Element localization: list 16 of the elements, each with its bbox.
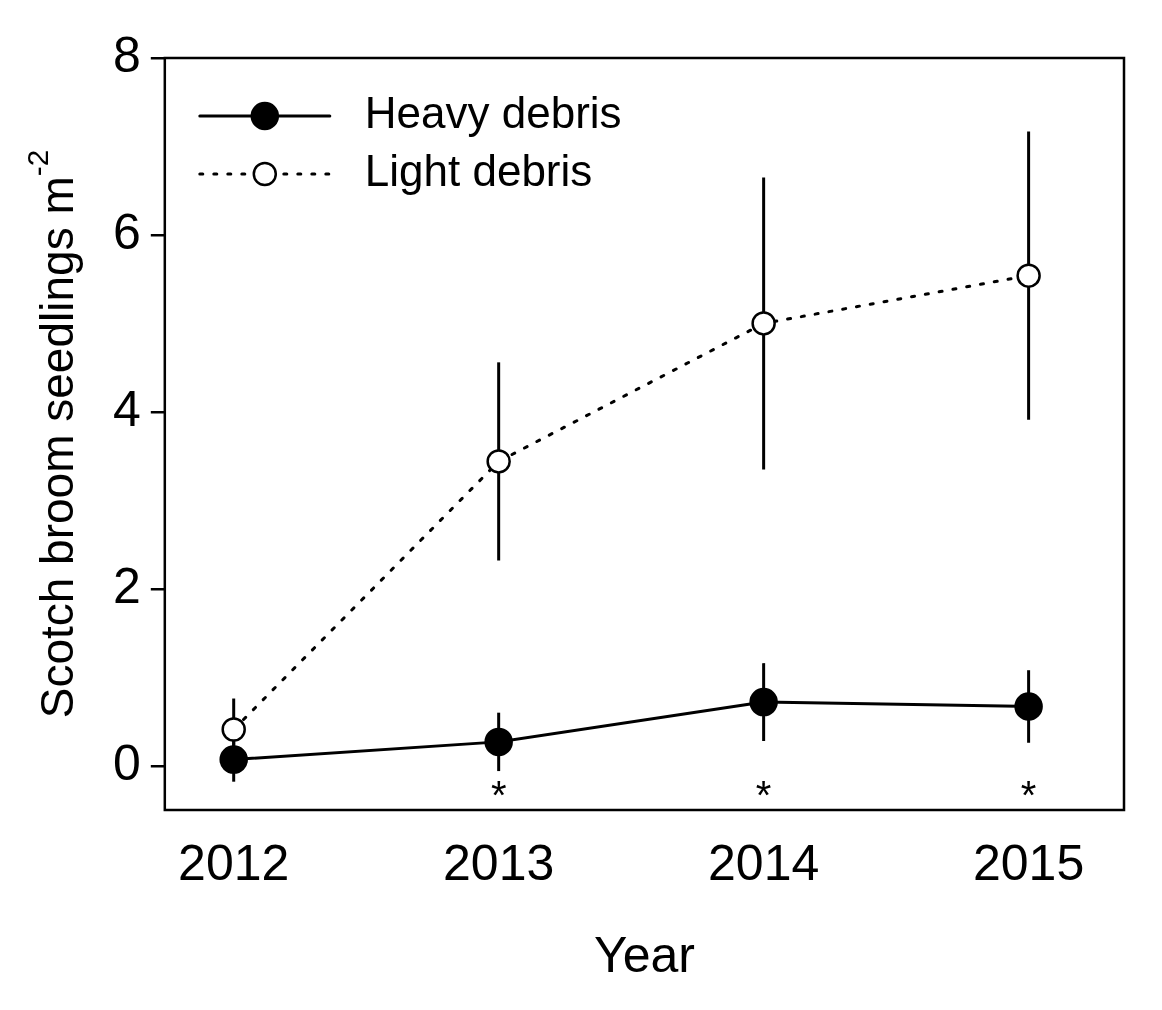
y-tick-label: 6 <box>113 203 141 260</box>
y-tick-label: 4 <box>113 380 141 437</box>
annotation: * <box>490 773 507 818</box>
y-tick-label: 0 <box>113 734 141 791</box>
y-tick-label: 2 <box>113 557 141 614</box>
annotation: * <box>1020 773 1037 818</box>
x-axis-title: Year <box>593 926 695 983</box>
x-tick-label: 2012 <box>178 834 290 891</box>
x-tick-label: 2014 <box>708 834 820 891</box>
annotation: * <box>755 773 772 818</box>
legend-label: Light debris <box>364 146 593 196</box>
x-tick-label: 2015 <box>972 834 1085 891</box>
y-tick-label: 8 <box>113 26 141 83</box>
y-axis-title: Scotch broom seedlings m-2 <box>20 149 83 719</box>
x-tick-label: 2013 <box>443 834 555 891</box>
legend-label: Heavy debris <box>364 88 622 138</box>
